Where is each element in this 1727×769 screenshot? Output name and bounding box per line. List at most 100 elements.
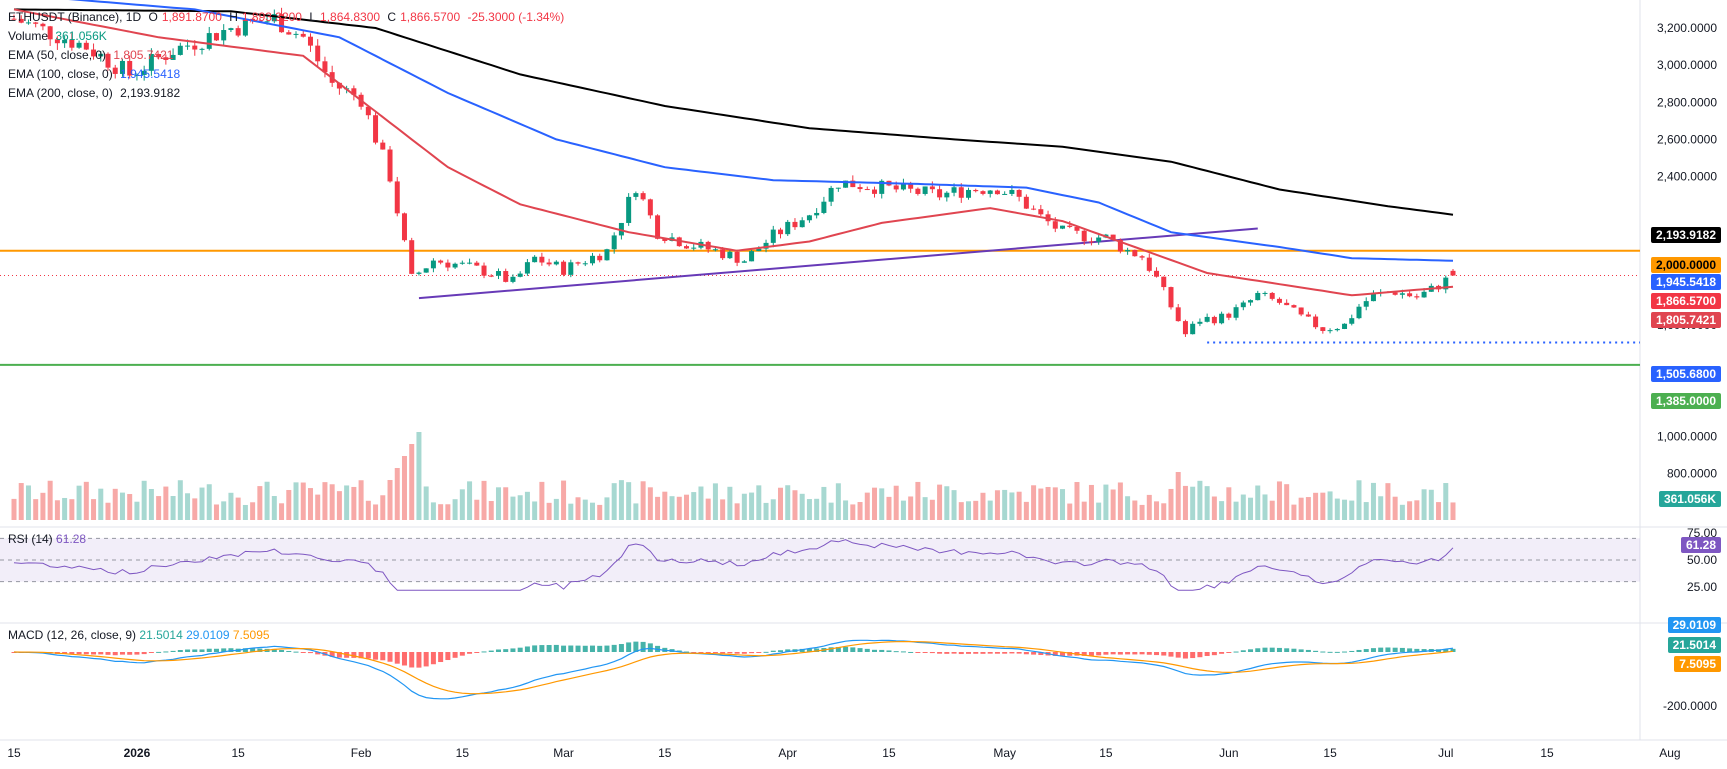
volume-bar [908, 496, 914, 520]
candle-body [1392, 292, 1398, 295]
macd-hist-bar [524, 646, 530, 652]
ema50-line[interactable] [13, 8, 1454, 297]
volume-bar [778, 487, 784, 520]
volume-bar [618, 480, 624, 520]
volume-bar [589, 502, 595, 520]
macd-hist-bar [300, 652, 306, 653]
volume-legend[interactable]: Volume 361.056K [8, 27, 568, 46]
candle-body [445, 262, 451, 268]
candle-body [850, 180, 856, 188]
volume-bar [105, 502, 111, 520]
candle-body [1313, 316, 1319, 328]
macd-hist-bar [1370, 648, 1376, 652]
candle-body [640, 193, 646, 200]
volume-bar [1313, 492, 1319, 520]
open-label: O [148, 10, 158, 24]
candle-body [582, 263, 588, 265]
macd-hist-bar [1414, 648, 1420, 652]
close-label: C [387, 10, 397, 24]
candle-body [734, 251, 740, 263]
candle-body [546, 262, 552, 265]
candle-body [199, 48, 205, 50]
candle-body [1269, 292, 1275, 299]
macd-hist-bar [481, 651, 487, 653]
candle-body [76, 42, 82, 48]
volume-bar [987, 500, 993, 520]
ema200-legend[interactable]: EMA (200, close, 0) 2,193.9182 [8, 84, 568, 103]
rsi-line[interactable] [13, 539, 1454, 591]
rsi-legend[interactable]: RSI (14) 61.28 [8, 532, 86, 546]
macd-hist-bar [712, 652, 718, 653]
candle-body [495, 271, 501, 276]
macd-hist-bar [886, 650, 892, 652]
candle-body [47, 26, 53, 40]
candle-body [40, 23, 46, 27]
ema100-line[interactable] [14, 0, 1454, 262]
candle-body [134, 74, 140, 76]
macd-hist-bar [850, 647, 856, 652]
volume-bar [206, 484, 212, 520]
macd-hist-bar [1255, 648, 1261, 652]
volume-bar [705, 498, 711, 520]
volume-bar [1443, 483, 1449, 520]
candle-body [1421, 291, 1427, 298]
ema200-price-tag: 2,193.9182 [1650, 227, 1721, 243]
volume-bar [770, 499, 776, 520]
candle-body [749, 251, 755, 262]
candle-body [1327, 330, 1333, 332]
candle-body [1023, 196, 1029, 209]
macd-hist-bar [1211, 652, 1217, 656]
candle-body [25, 22, 31, 24]
volume-bar [611, 483, 617, 520]
macd-hist-bar [1132, 652, 1138, 655]
candle-body [83, 42, 89, 50]
macd-hist-bar [1052, 652, 1058, 656]
candle-body [857, 187, 863, 190]
volume-bar [344, 485, 350, 520]
price-axis-tick: 800.0000 [1667, 467, 1717, 481]
candle-body [271, 14, 277, 22]
ema100-name: EMA (100, close, 0) [8, 67, 113, 81]
macd-legend[interactable]: MACD (12, 26, close, 9) 21.5014 29.0109 … [8, 628, 270, 642]
time-axis-tick: 15 [231, 746, 245, 760]
macd-hist-bar [597, 645, 603, 652]
macd-hist-bar [1110, 652, 1116, 655]
candle-body [69, 39, 75, 48]
symbol-title[interactable]: ETHUSDT (Binance), 1D [8, 10, 142, 24]
volume-bar [242, 504, 248, 520]
rsi-value: 61.28 [56, 532, 87, 546]
price-axis-tick: 3,200.0000 [1657, 21, 1717, 35]
volume-bar [532, 501, 538, 520]
volume-bar [1428, 489, 1434, 520]
macd-hist-bar [1248, 649, 1254, 652]
ema200-line[interactable] [13, 8, 1454, 216]
volume-bar [828, 502, 834, 520]
macd-hist-bar [438, 652, 444, 663]
candle-body [1168, 287, 1174, 308]
candle-body [1240, 302, 1246, 308]
volume-bar [1392, 496, 1398, 520]
volume-bar [62, 497, 68, 520]
volume-bar [1096, 502, 1102, 520]
candle-body [1161, 276, 1167, 288]
candle-body [401, 213, 407, 241]
volume-bar [394, 468, 400, 520]
macd-signal-line[interactable] [13, 641, 1454, 695]
volume-bar [33, 499, 39, 520]
volume-bar [365, 500, 371, 520]
macd-hist-bar [698, 652, 704, 653]
volume-bar [98, 488, 104, 520]
ema50-legend[interactable]: EMA (50, close, 0) 1,805.7421 [8, 46, 568, 65]
macd-line[interactable] [13, 639, 1454, 700]
change-value: -25.3000 (-1.34%) [467, 10, 565, 24]
volume-bar [821, 486, 827, 520]
ema100-legend[interactable]: EMA (100, close, 0) 1,945.5418 [8, 65, 568, 84]
macd-hist-bar [532, 645, 538, 652]
macd-hist-bar [879, 649, 885, 652]
candle-body [228, 28, 234, 31]
macd-hist-bar [814, 648, 820, 652]
macd-hist-bar [185, 649, 191, 652]
price-axis-tick: 1,000.0000 [1657, 429, 1717, 443]
candle-body [315, 45, 321, 62]
